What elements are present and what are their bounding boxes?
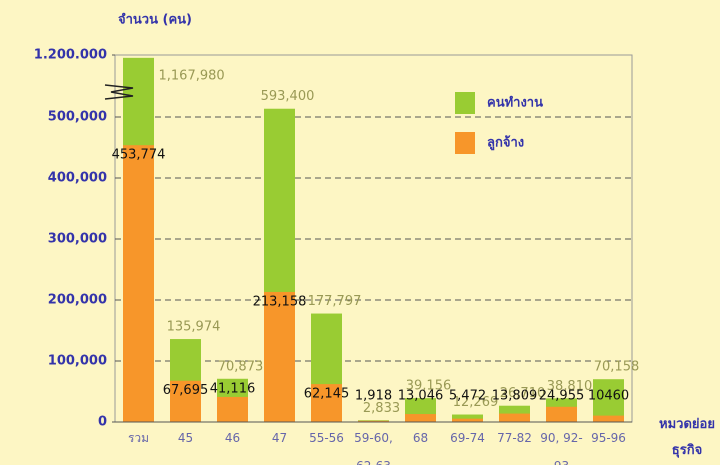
x-tick-label: 95-96 bbox=[591, 431, 626, 445]
value-label: 593,400 bbox=[261, 89, 315, 104]
bar bbox=[217, 396, 248, 422]
x-tick-label: 47 bbox=[271, 431, 288, 445]
bar bbox=[452, 414, 483, 422]
value-label: 1,918 bbox=[355, 389, 392, 404]
value-label: 70,158 bbox=[594, 360, 640, 375]
value-label: 38,810 bbox=[547, 379, 593, 394]
legend-label: คนทำงาน bbox=[487, 95, 543, 111]
value-label: 177,797 bbox=[308, 294, 362, 309]
x-tick-label: 55-56 bbox=[309, 431, 344, 445]
y-tick-label: 500,000 bbox=[48, 110, 107, 125]
value-label: 70,873 bbox=[218, 359, 264, 374]
bar bbox=[405, 414, 436, 422]
bar bbox=[358, 420, 389, 422]
value-label: 13,046 bbox=[398, 389, 444, 404]
bar bbox=[593, 379, 624, 422]
axis-break bbox=[104, 84, 134, 100]
x-tick-label: 59-60, 62-63 bbox=[354, 431, 393, 465]
value-label: 213,158 bbox=[253, 294, 307, 309]
value-label: 1,167,980 bbox=[159, 68, 225, 83]
y-tick-label: 400,000 bbox=[48, 171, 107, 186]
bar bbox=[546, 406, 577, 422]
value-label: 67,695 bbox=[163, 383, 209, 398]
bar bbox=[593, 415, 624, 422]
y-tick-label: 1.200.000 bbox=[34, 48, 107, 63]
x-axis-label: หมวดย่อย ธุรกิจ bbox=[659, 417, 715, 458]
value-label: 13,809 bbox=[492, 389, 538, 404]
bar bbox=[170, 380, 201, 422]
y-tick-label: 300,000 bbox=[48, 232, 107, 247]
value-label: 135,974 bbox=[167, 320, 221, 335]
value-label: 62,145 bbox=[304, 387, 350, 402]
bar bbox=[499, 413, 530, 422]
bar bbox=[311, 384, 342, 422]
value-label: 10460 bbox=[588, 389, 629, 404]
x-tick-label: 68 bbox=[412, 431, 429, 445]
value-label: 24,955 bbox=[539, 389, 585, 404]
bar bbox=[452, 418, 483, 422]
y-tick-label: 200,000 bbox=[48, 293, 107, 308]
x-tick-label: รวม bbox=[127, 431, 150, 445]
value-label: 26,710 bbox=[500, 386, 546, 401]
y-axis-label: จำนวน (คน) bbox=[118, 12, 192, 28]
y-tick-label: 0 bbox=[98, 415, 107, 430]
value-label: 2,833 bbox=[363, 401, 400, 416]
x-tick-label: 77-82 bbox=[497, 431, 532, 445]
value-label: 12,269 bbox=[453, 395, 499, 410]
x-tick-label: 46 bbox=[224, 431, 241, 445]
x-tick-label: 69-74 bbox=[450, 431, 485, 445]
bar bbox=[264, 291, 295, 422]
value-label: 5,472 bbox=[449, 389, 486, 404]
value-label: 39,156 bbox=[406, 379, 452, 394]
y-tick-label: 100,000 bbox=[48, 354, 107, 369]
legend-swatch bbox=[455, 92, 475, 114]
x-tick-label: 90, 92-93 bbox=[540, 431, 583, 465]
x-tick-label: 45 bbox=[177, 431, 194, 445]
legend-label: ลูกจ้าง bbox=[487, 135, 524, 151]
value-label: 41,116 bbox=[210, 381, 256, 396]
legend-swatch bbox=[455, 132, 475, 154]
bar bbox=[123, 145, 154, 422]
value-label: 453,774 bbox=[112, 148, 166, 163]
